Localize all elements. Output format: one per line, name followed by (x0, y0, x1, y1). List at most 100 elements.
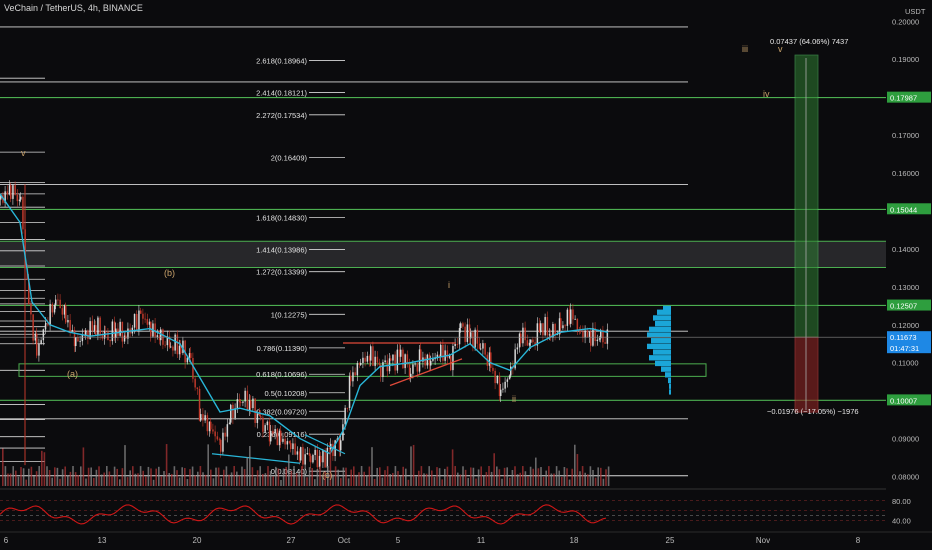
candle-body (146, 319, 149, 325)
volume-profile-bar (657, 309, 671, 315)
candle-body (59, 299, 61, 309)
candle-body (372, 346, 374, 366)
volume-bar (519, 472, 521, 486)
volume-bar (246, 457, 248, 486)
candle-body (420, 349, 422, 362)
volume-bar (389, 474, 391, 486)
candle-body (410, 373, 412, 377)
candle-body (142, 313, 144, 319)
price-label-text: 0.10007 (890, 396, 917, 405)
candle-body (394, 354, 396, 371)
candle-body (286, 441, 289, 445)
volume-profile-bar (655, 360, 671, 367)
candle-body (176, 334, 179, 355)
volume-bar (506, 467, 508, 486)
candle-body (47, 322, 49, 326)
candle-body (218, 439, 221, 441)
volume-bar (425, 473, 428, 486)
volume-profile-bar (649, 326, 671, 332)
volume-bar (80, 466, 82, 486)
candle-body (546, 317, 549, 336)
volume-bar (280, 479, 282, 486)
candle-body (111, 321, 114, 342)
candle-body (568, 309, 571, 324)
candle-body (452, 346, 454, 371)
candle-body (554, 323, 556, 335)
candle-body (166, 336, 169, 346)
candle-body (240, 402, 242, 404)
wave-label: v (21, 148, 26, 158)
volume-bar (496, 466, 498, 486)
candle-body (604, 342, 606, 344)
candle-body (540, 323, 542, 333)
volume-bar (470, 467, 472, 486)
candle-body (107, 331, 109, 341)
fib-level-label: 1.618(0.14830) (256, 213, 307, 222)
candle-body (562, 325, 564, 329)
volume-bar (475, 478, 477, 486)
candle-body (606, 329, 609, 344)
volume-bar (77, 475, 79, 486)
wave-label: v (778, 44, 783, 54)
time-axis-tick: Oct (338, 536, 351, 545)
volume-bar (230, 472, 233, 486)
volume-bar (553, 473, 555, 486)
volume-bar (418, 470, 420, 486)
candle-body (95, 325, 97, 335)
volume-bar (329, 450, 332, 486)
volume-bar (95, 469, 98, 486)
volume-bar (189, 469, 191, 486)
volume-bar (431, 470, 433, 486)
candle-body (22, 196, 24, 230)
candle-body (542, 323, 544, 336)
volume-bar (111, 475, 113, 486)
price-label-tag (887, 203, 931, 215)
candle-body (238, 399, 241, 403)
candle-body (36, 333, 38, 356)
volume-bar (428, 466, 430, 486)
candle-body (314, 449, 316, 456)
candle-body (560, 318, 562, 329)
volume-bar (342, 467, 345, 486)
candle-body (404, 354, 406, 369)
time-axis-tick: 25 (666, 536, 675, 545)
candle-body (362, 357, 364, 363)
candle-body (382, 362, 384, 377)
volume-bar (223, 469, 225, 486)
volume-bar (420, 466, 423, 486)
candle-body (280, 430, 282, 442)
candle-body (144, 318, 146, 320)
volume-bar (181, 467, 183, 486)
volume-bar (25, 479, 27, 486)
candle-body (0, 195, 2, 200)
price-axis-tick: 0.08000 (892, 473, 919, 482)
candle-body (8, 185, 11, 195)
candle-body (514, 349, 516, 369)
candle-body (368, 355, 371, 361)
volume-bar (462, 466, 464, 486)
volume-bar (399, 476, 402, 486)
volume-bar (267, 466, 269, 486)
time-axis-tick: Nov (756, 536, 770, 545)
volume-bar (433, 477, 436, 486)
candle-body (242, 401, 244, 403)
candle-body (390, 358, 392, 361)
candle-body (312, 455, 314, 463)
volume-bar (233, 466, 235, 486)
candle-body (334, 440, 336, 457)
candle-body (148, 321, 151, 325)
volume-bar (537, 468, 540, 486)
candle-body (254, 398, 256, 423)
position-stop-zone (794, 336, 819, 413)
candle-body (522, 327, 524, 344)
candle-body (508, 375, 511, 380)
candle-body (474, 329, 476, 348)
candle-body (536, 323, 539, 346)
volume-bar (324, 471, 326, 486)
candle-body (226, 424, 229, 437)
candle-body (440, 344, 442, 357)
candle-body (302, 447, 304, 465)
volume-bar (334, 466, 337, 486)
